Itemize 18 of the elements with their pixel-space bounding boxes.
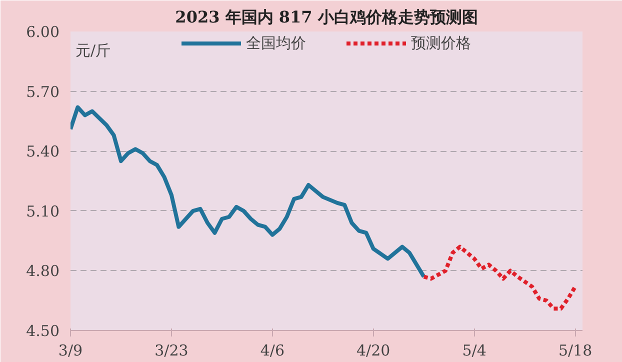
x-tick-label: 5/18 (558, 342, 592, 360)
y-tick-label: 5.40 (26, 142, 60, 161)
y-tick-label: 5.70 (26, 82, 60, 101)
legend-label: 预测价格 (411, 34, 471, 52)
legend-label: 全国均价 (246, 34, 306, 52)
chart-title: 2023 年国内 817 小白鸡价格走势预测图 (175, 8, 478, 26)
y-tick-label: 6.00 (26, 23, 60, 41)
x-tick-label: 3/9 (58, 342, 83, 360)
line-series (70, 105, 426, 279)
x-tick-label: 3/23 (154, 342, 188, 360)
y-tick-label: 4.80 (26, 262, 60, 280)
x-tick-label: 5/4 (462, 342, 486, 360)
y-axis-title: 元/斤 (76, 42, 111, 60)
line-series (422, 244, 578, 311)
x-tick-label: 4/6 (260, 342, 284, 360)
y-tick-label: 4.50 (26, 322, 60, 340)
y-tick-label: 5.10 (26, 202, 60, 220)
x-tick-label: 4/20 (356, 342, 390, 360)
